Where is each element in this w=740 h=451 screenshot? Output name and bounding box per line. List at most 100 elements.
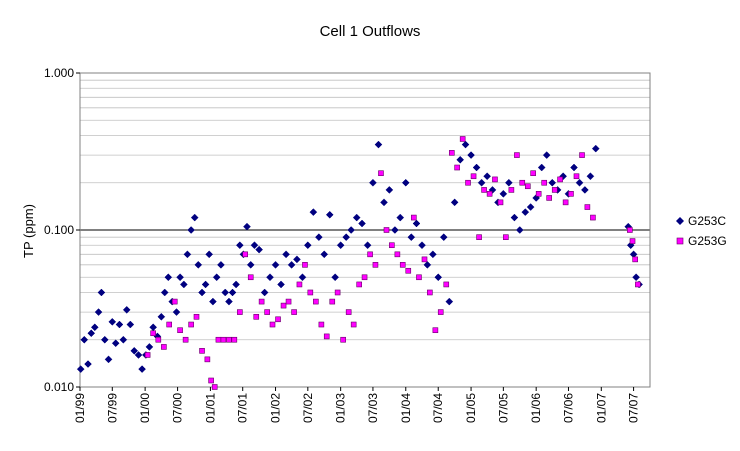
data-point-G253C (277, 280, 285, 289)
data-point-G253G (497, 199, 504, 206)
data-point-G253C (298, 273, 307, 282)
data-point-G253G (144, 352, 151, 358)
data-point-G253G (350, 321, 357, 328)
x-tick-label: 01/99 (73, 393, 87, 423)
data-point-G253C (201, 280, 210, 289)
data-point-G253G (492, 176, 498, 183)
data-point-G253C (347, 226, 356, 234)
data-point-G253C (325, 210, 334, 219)
data-point-G253C (157, 312, 166, 321)
data-point-G253C (586, 172, 595, 181)
data-point-G253G (421, 256, 428, 263)
data-point-G253C (260, 288, 269, 297)
x-tick-label: 07/05 (496, 393, 510, 423)
x-tick-label: 07/00 (171, 393, 185, 423)
data-point-G253C (126, 320, 135, 329)
data-point-G253G (508, 187, 515, 193)
data-point-G253G (313, 298, 319, 305)
x-tick-label: 07/07 (627, 393, 641, 423)
y-axis-label: TP (ppm) (21, 204, 36, 258)
data-point-G253C (287, 260, 296, 269)
data-point-G253C (537, 163, 546, 172)
data-point-G253G (269, 321, 276, 328)
data-point-G253C (450, 198, 459, 207)
data-point-G253G (291, 309, 297, 315)
data-point-G253C (108, 317, 117, 326)
data-point-G253C (570, 163, 578, 172)
data-point-G253C (90, 323, 99, 332)
data-point-G253C (380, 198, 388, 207)
data-point-G253C (331, 273, 339, 282)
data-point-G253C (309, 208, 318, 216)
data-point-G253G (247, 274, 254, 281)
data-point-G253G (356, 281, 363, 288)
data-point-G253G (454, 164, 460, 171)
data-point-G253G (211, 384, 218, 390)
data-point-G253G (182, 336, 189, 343)
data-point-G253C (439, 233, 448, 242)
grid-layer (80, 79, 650, 341)
data-point-G253G (340, 336, 346, 343)
data-point-G253C (293, 255, 301, 264)
data-point-G253C (172, 308, 181, 316)
data-point-G253G (318, 321, 325, 328)
data-point-G253G (150, 330, 156, 337)
y-tick-label: 0.010 (44, 380, 74, 394)
data-point-G253C (235, 241, 244, 250)
data-point-G253C (461, 140, 470, 149)
data-point-G253C (472, 163, 481, 172)
data-point-G253G (193, 313, 200, 320)
data-point-G253C (160, 288, 169, 297)
y-tick-label: 0.100 (44, 223, 74, 237)
data-point-G253G (437, 309, 444, 315)
x-tick-label: 07/03 (366, 393, 380, 423)
data-point-G253G (399, 262, 406, 268)
data-point-G253G (237, 309, 243, 315)
data-point-G253C (212, 273, 221, 282)
data-point-G253C (149, 323, 157, 332)
data-point-G253C (187, 226, 195, 234)
data-point-G253G (481, 187, 487, 193)
data-point-G253C (456, 155, 465, 164)
data-point-G253C (467, 151, 475, 159)
data-point-G253G (448, 150, 455, 156)
y-axis-ticks: 1.000 0.100 0.010 (44, 66, 80, 394)
data-point-G253G (199, 348, 205, 354)
data-point-G253C (80, 335, 89, 344)
data-point-G253C (510, 213, 519, 222)
x-tick-label: 01/01 (203, 393, 217, 423)
data-point-G253G (253, 313, 260, 320)
data-point-G253G (367, 251, 373, 258)
data-point-G253C (104, 355, 113, 364)
data-point-G253G (296, 281, 303, 288)
data-point-G253C (94, 308, 103, 316)
data-point-G253G (405, 267, 412, 274)
data-point-G253G (307, 289, 314, 296)
data-point-G253G (275, 316, 281, 323)
data-point-G253C (483, 172, 491, 181)
x-tick-label: 01/07 (594, 393, 608, 423)
data-point-G253C (246, 260, 255, 269)
data-point-G253C (176, 273, 184, 282)
data-point-G253C (575, 178, 584, 187)
data-point-G253G (389, 242, 395, 249)
data-point-G253C (423, 260, 432, 269)
data-point-G253G (166, 321, 173, 328)
data-point-G253G (546, 195, 553, 201)
data-point-G253C (221, 288, 230, 297)
data-point-G253G (410, 214, 417, 221)
data-point-G253G (562, 199, 569, 206)
data-point-G253C (412, 219, 421, 228)
data-point-G253G (524, 183, 531, 190)
data-point-G253G (394, 251, 401, 258)
x-tick-label: 01/04 (399, 393, 413, 423)
data-point-G253C (548, 178, 557, 187)
data-point-G253C (119, 335, 128, 344)
data-point-G253C (111, 339, 120, 348)
data-point-G253C (477, 178, 486, 187)
data-point-G253C (134, 351, 143, 359)
data-point-G253G (584, 204, 591, 210)
x-axis-ticks: 01/99 07/99 01/00 07/00 01/01 07/01 01/02 07/02… (73, 387, 641, 423)
series-layer (76, 136, 643, 390)
